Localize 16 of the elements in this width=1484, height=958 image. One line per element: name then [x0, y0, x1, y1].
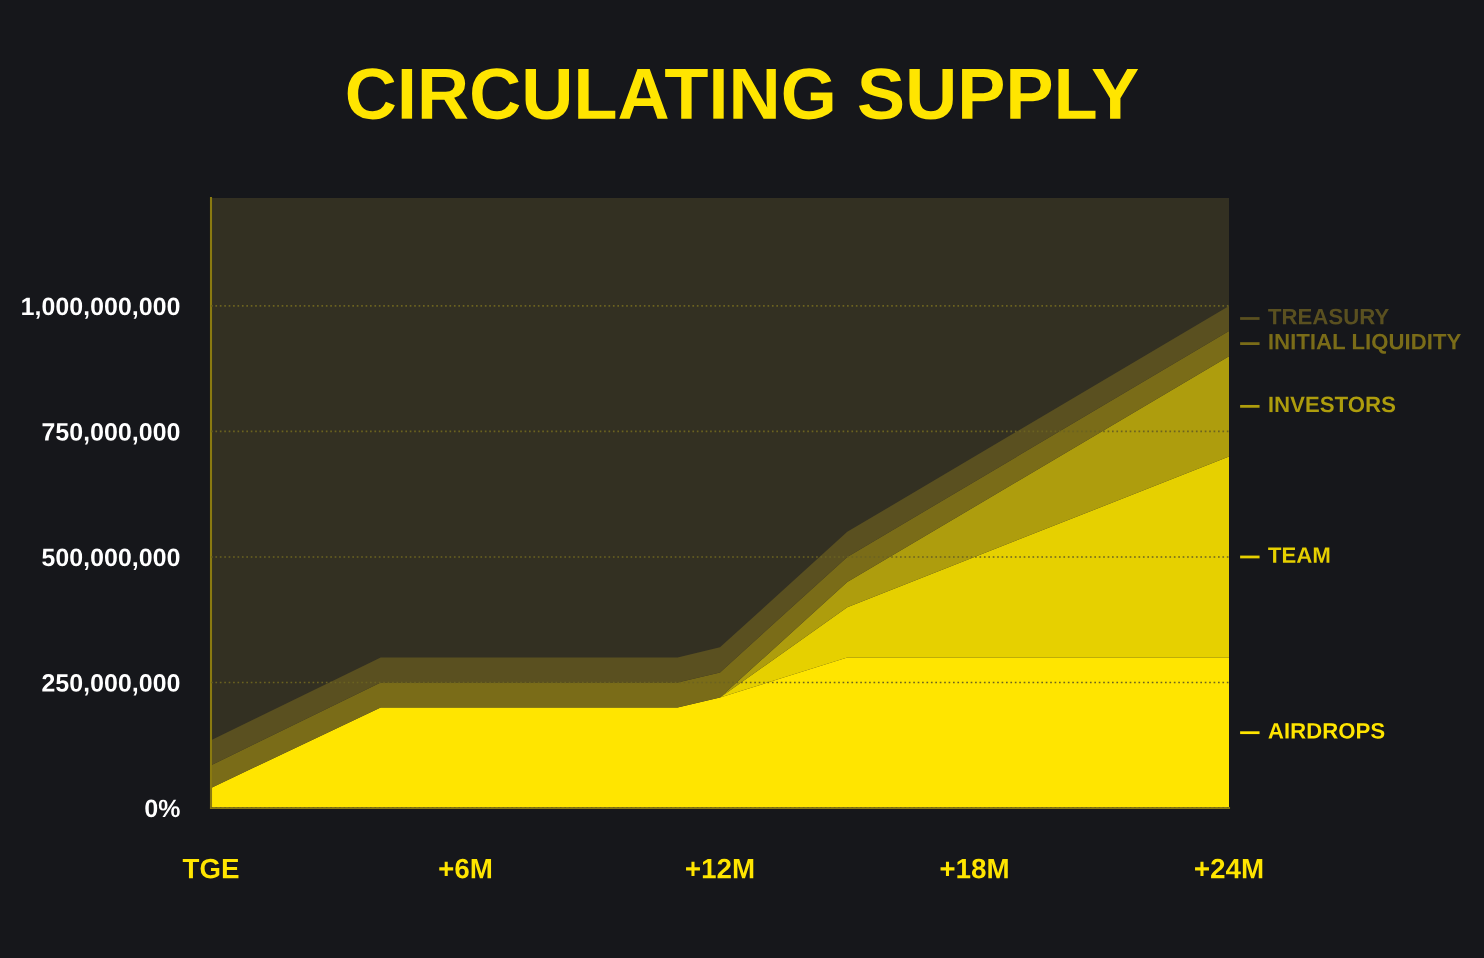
x-tick-label: +24M — [1195, 858, 1263, 879]
x-tick-label: TGE — [182, 858, 239, 879]
legend-label: TEAM — [1268, 547, 1330, 563]
y-tick-label: 1,000,000,000 — [22, 297, 180, 319]
x-tick-label: +18M — [940, 858, 1008, 879]
legend-label: INVESTORS — [1269, 396, 1396, 413]
y-tick-label: 0% — [145, 799, 180, 818]
legend-label: AIRDROPS — [1268, 722, 1385, 739]
y-tick-label: 500,000,000 — [42, 548, 180, 570]
y-tick-label: 750,000,000 — [42, 423, 180, 445]
x-tick-label: +6M — [439, 858, 492, 879]
legend-label: INITIAL LIQUIDITY — [1269, 333, 1461, 354]
chart-title: CIRCULATING SUPPLY — [347, 68, 1139, 120]
legend-label: TREASURY — [1268, 308, 1389, 325]
x-tick-label: +12M — [686, 858, 754, 879]
y-tick-label: 250,000,000 — [42, 674, 180, 696]
